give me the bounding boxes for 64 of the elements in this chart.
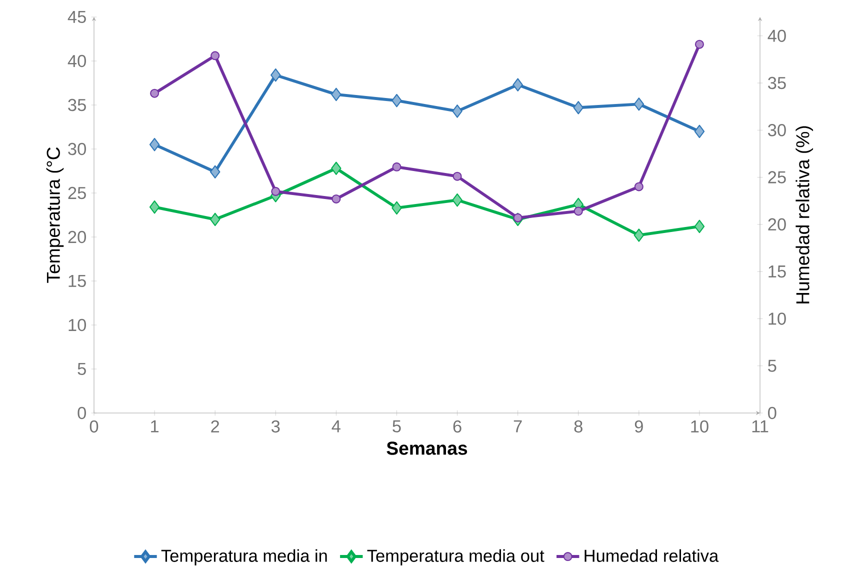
y-tick-label: 35 xyxy=(68,98,86,112)
point xyxy=(452,193,462,207)
x-tick-label: 5 xyxy=(392,420,401,432)
point xyxy=(574,206,583,216)
y-tick-label: 45 xyxy=(68,10,86,24)
y-tick-label: 15 xyxy=(68,274,86,288)
y-axis-title: Temperatura (°C xyxy=(46,147,64,283)
point xyxy=(210,165,220,179)
y-tick-label: 5 xyxy=(78,362,86,376)
y2-tick-label: 10 xyxy=(768,312,786,325)
x-tick-label: 9 xyxy=(634,420,643,433)
y2-tick-label: 30 xyxy=(768,124,786,136)
y2-axis-title: Humedad relativa (%) xyxy=(796,126,814,304)
x-tick-label: 4 xyxy=(332,420,340,432)
point xyxy=(452,104,462,118)
point xyxy=(149,200,160,214)
point xyxy=(270,68,281,82)
y2-tick-label: 35 xyxy=(768,76,786,90)
point xyxy=(634,182,644,192)
y2-tick-label: 5 xyxy=(768,360,776,372)
point xyxy=(512,78,523,92)
x-tick-label: 7 xyxy=(514,420,522,432)
x-tick-label: 6 xyxy=(453,420,462,433)
point xyxy=(573,100,584,114)
legend-label: Temperatura media in xyxy=(161,549,327,566)
y2-tick-label: 25 xyxy=(768,171,786,184)
point xyxy=(392,162,402,172)
x-axis-title: Semanas xyxy=(386,442,468,455)
x-tick-label: 11 xyxy=(752,420,768,432)
point xyxy=(634,97,644,111)
y-tick-label: 20 xyxy=(68,230,86,244)
point xyxy=(392,201,402,215)
x-tick-label: 3 xyxy=(272,420,280,433)
point xyxy=(513,213,522,222)
x-tick-label: 2 xyxy=(211,420,220,432)
y-tick-label: 10 xyxy=(68,318,86,332)
point xyxy=(210,212,220,226)
point xyxy=(332,194,341,204)
y2-tick-label: 20 xyxy=(768,218,786,231)
y-tick-label: 40 xyxy=(68,54,86,68)
point xyxy=(694,124,705,138)
point xyxy=(392,94,402,108)
legend-label: Humedad relativa xyxy=(584,549,719,562)
point xyxy=(150,88,160,98)
point xyxy=(331,88,342,102)
point xyxy=(149,138,160,152)
y-tick-label: 0 xyxy=(78,406,86,420)
legend-label: Temperatura media out xyxy=(367,549,544,566)
x-tick-label: 8 xyxy=(574,420,582,433)
x-tick-label: 10 xyxy=(691,420,708,433)
point xyxy=(634,228,644,242)
y-tick-label: 25 xyxy=(68,186,86,200)
point xyxy=(331,162,342,176)
y2-tick-label: 0 xyxy=(768,406,776,420)
point xyxy=(452,172,462,181)
x-tick-label: 0 xyxy=(90,420,98,433)
point xyxy=(210,51,220,60)
y-tick-label: 30 xyxy=(68,142,86,156)
point xyxy=(271,186,280,196)
point xyxy=(694,220,705,234)
x-tick-label: 1 xyxy=(151,420,159,432)
y2-tick-label: 40 xyxy=(768,30,786,42)
y2-tick-label: 15 xyxy=(768,266,786,278)
point xyxy=(694,40,704,49)
